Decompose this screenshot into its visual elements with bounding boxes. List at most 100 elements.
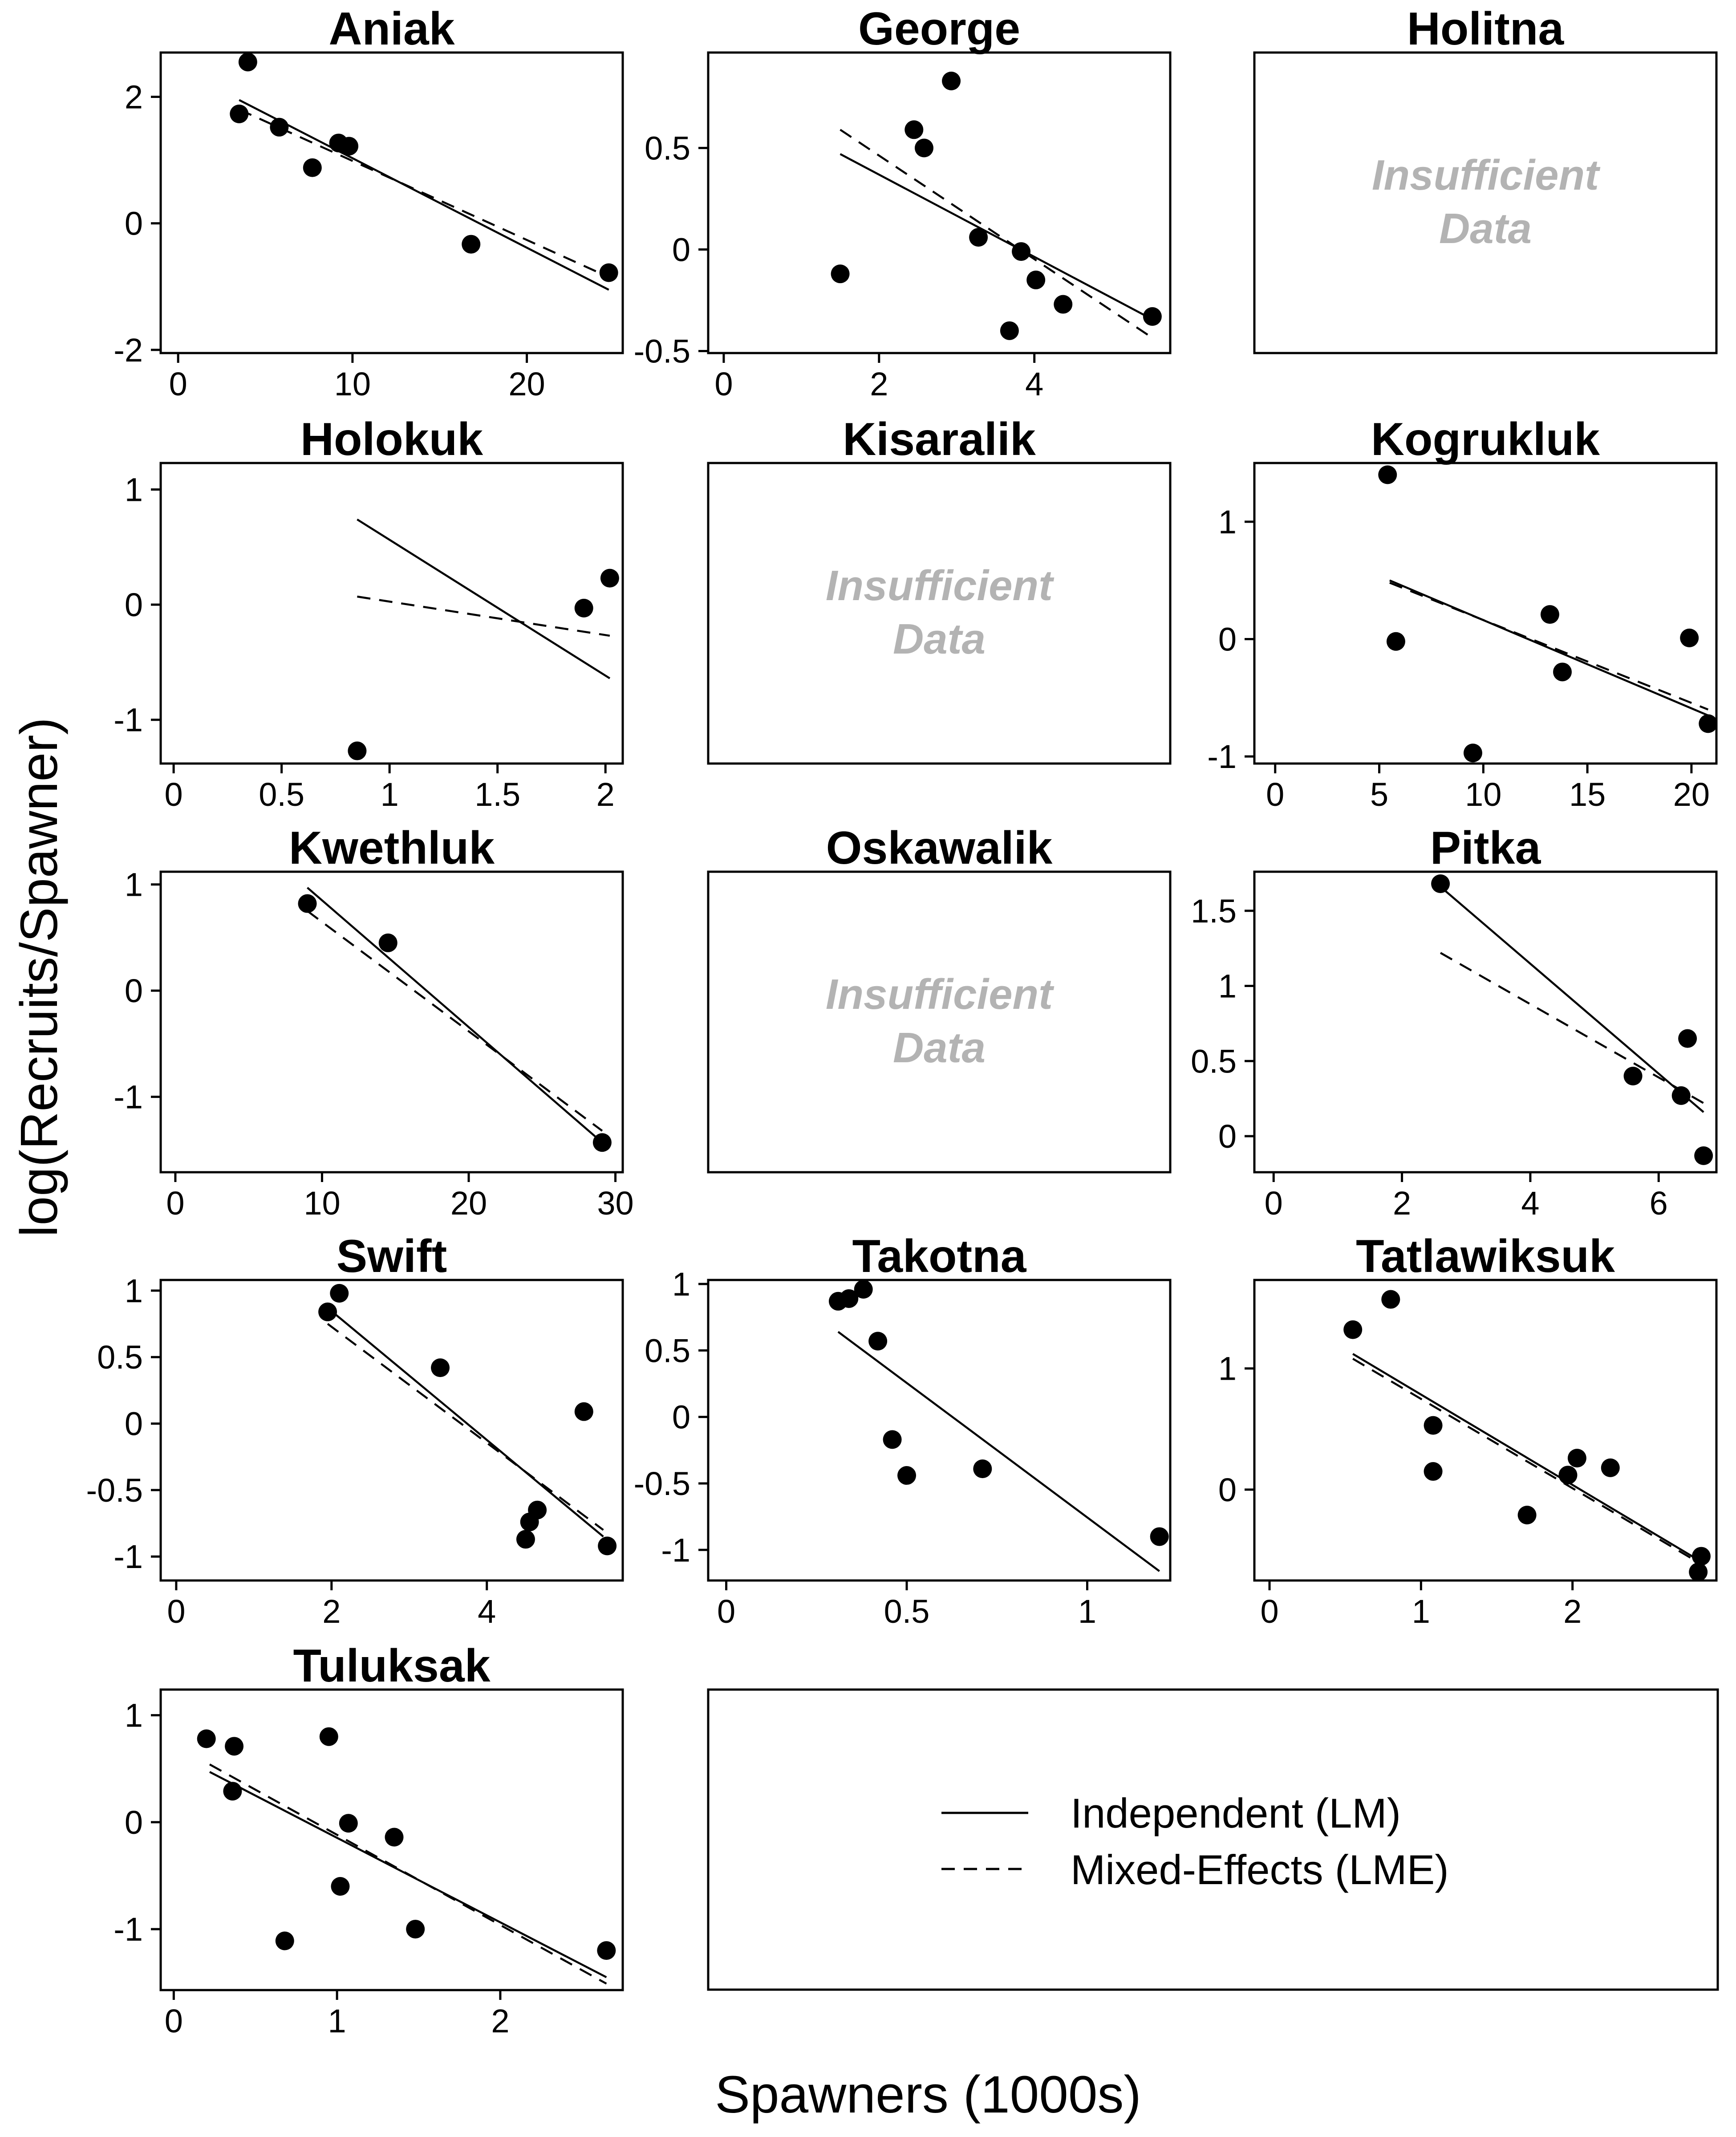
y-tick-label: -1 [114,702,143,739]
data-point [462,235,481,254]
data-point [1000,321,1019,340]
data-point [298,894,317,913]
data-point [905,120,924,139]
insufficient-data-label: Data [893,615,986,663]
legend-lme-label: Mixed-Effects (LME) [1071,1846,1449,1893]
panel-title-holokuk: Holokuk [300,414,483,465]
data-point [318,1302,337,1321]
panel-kwethluk: Kwethluk 0 10 20 30 -1 0 1 [114,822,633,1222]
data-point [868,1332,888,1351]
data-point [1601,1458,1620,1477]
panel-holitna: Holitna Insufficient Data [1253,3,1718,354]
x-tick-label: 2 [1393,1185,1411,1222]
x-tick-label: 2 [322,1593,341,1630]
y-tick-label: 0 [1218,1471,1237,1508]
data-point [598,1536,617,1556]
legend-box [707,1688,1719,1991]
x-tick-label: 0 [1265,1185,1283,1222]
data-point [348,741,367,760]
y-tick-label: 1 [1218,968,1237,1005]
panel-title-kwethluk: Kwethluk [289,822,495,874]
x-tick-label: 1 [381,776,399,813]
lme-fit-line [840,129,1152,338]
x-tick-label: 2 [870,366,888,402]
y-tick-label: 1 [125,471,143,508]
y-tick-label: 0 [125,1804,143,1841]
lm-fit-line [307,887,603,1143]
y-tick-label: 1.5 [1191,893,1237,930]
data-point [1026,270,1046,289]
y-tick-label: 0.5 [645,1332,690,1369]
lm-fit-line [1352,1353,1699,1561]
data-point [1143,307,1162,326]
data-point [516,1530,535,1549]
panel-george: George 0 2 4 -0.5 0 0.5 [633,3,1172,402]
panel-swift: Swift 0 2 4 -1 -0.5 0 0.5 1 [86,1231,624,1630]
y-tick-label: 1 [125,1697,143,1734]
data-point [1671,1086,1691,1105]
data-point [1431,874,1450,893]
data-point [1517,1506,1537,1525]
y-tick-label: 0 [1218,621,1237,658]
data-point [1386,632,1405,651]
insufficient-data-label: Data [1439,205,1532,252]
y-tick-label: -1 [1207,738,1237,775]
lme-fit-line [1352,1357,1699,1564]
data-point [431,1358,450,1377]
y-tick-label: 1 [1218,504,1237,540]
data-point [225,1737,244,1756]
panel-frame-holitna [1253,51,1718,354]
data-point [1623,1067,1643,1085]
data-point [1424,1416,1443,1435]
panel-title-tuluksak: Tuluksak [293,1640,490,1692]
lm-fit-line [1440,886,1704,1113]
y-tick-label: -0.5 [633,333,690,370]
panel-takotna: Takotna 0 0.5 1 -1 -0.5 0 0.5 1 [633,1231,1172,1630]
y-tick-label: 0 [125,972,143,1009]
data-point [1381,1290,1400,1309]
data-point [197,1729,216,1748]
panel-title-aniak: Aniak [329,3,454,55]
x-tick-label: 4 [1025,366,1043,402]
x-tick-label: 2 [1563,1593,1582,1630]
data-point [1378,465,1397,484]
x-tick-label: 0 [165,2003,183,2039]
panel-frame-holokuk [159,462,624,765]
x-tick-label: 1 [328,2003,346,2039]
x-tick-label: 0 [166,1185,184,1222]
y-tick-label: -1 [114,1079,143,1116]
x-tick-label: 1 [1412,1593,1430,1630]
lme-fit-line [327,1323,604,1531]
x-tick-label: 0 [1260,1593,1278,1630]
data-point [969,228,988,247]
insufficient-data-label: Insufficient [826,562,1055,609]
x-tick-label: 0.5 [884,1593,930,1630]
panel-kisaralik: Kisaralik Insufficient Data [707,414,1172,765]
x-tick-label: 2 [491,2003,509,2039]
lm-fit-line [239,99,609,291]
data-point [831,264,850,284]
insufficient-data-label: Insufficient [1372,151,1601,199]
x-tick-label: 0 [714,366,733,402]
y-tick-label: 0.5 [645,130,690,167]
data-point [330,1284,349,1303]
x-tick-label: 4 [1521,1185,1539,1222]
data-point [599,263,618,282]
panel-aniak: Aniak 0 10 20 -2 0 2 [114,3,624,402]
data-point [597,1941,616,1960]
panel-pitka: Pitka 0 2 4 6 0 0.5 1 1.5 [1191,822,1718,1222]
insufficient-data-label: Data [893,1024,986,1072]
x-tick-label: 15 [1569,776,1606,813]
y-tick-label: 2 [125,78,143,115]
panel-title-kogrukluk: Kogrukluk [1371,414,1600,465]
x-tick-label: 0 [1266,776,1284,813]
x-tick-label: 30 [597,1185,633,1222]
data-point [1691,1547,1711,1566]
x-tick-label: 0 [169,366,187,402]
x-tick-label: 2 [596,776,615,813]
legend: Independent (LM) Mixed-Effects (LME) [707,1688,1719,1991]
insufficient-data-label: Insufficient [826,971,1055,1018]
